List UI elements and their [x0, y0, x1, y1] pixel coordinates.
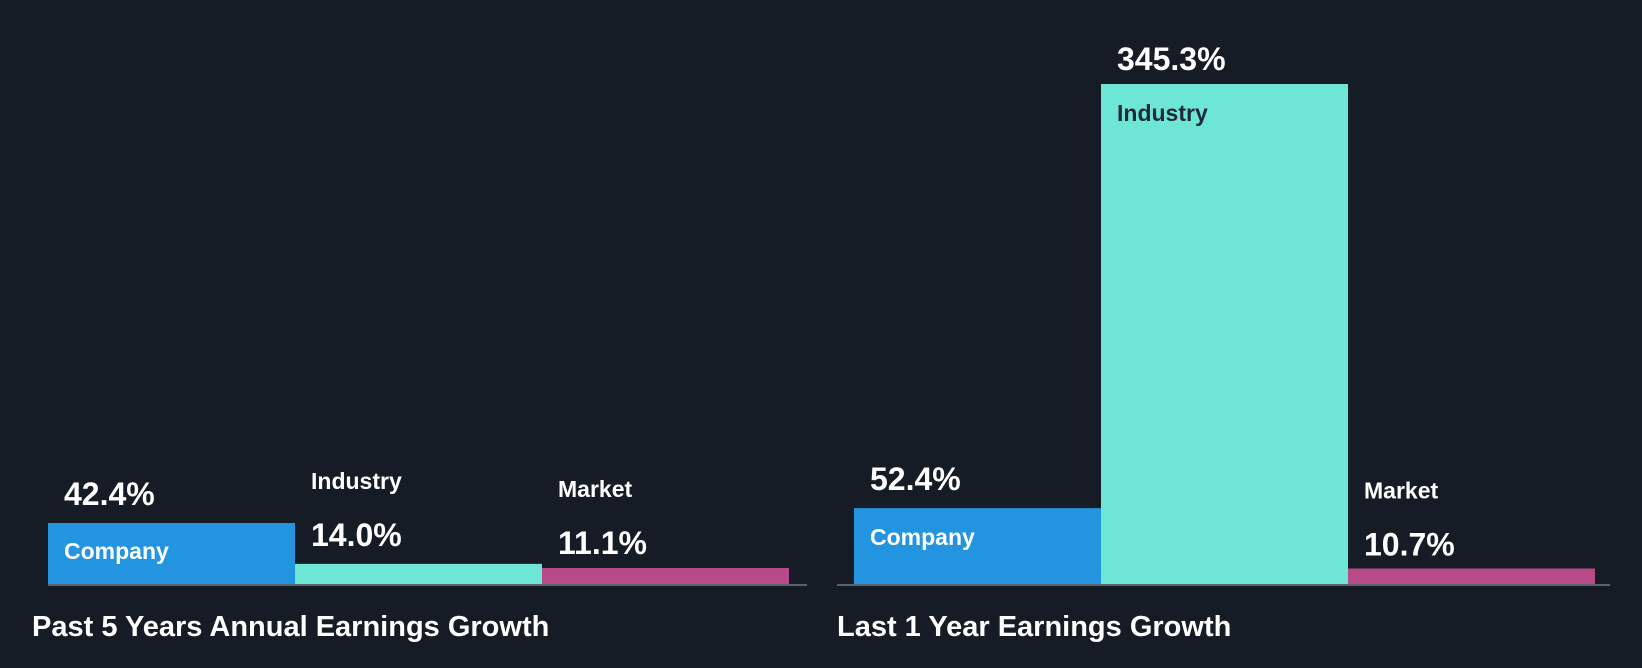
bar-company	[48, 523, 295, 584]
panel-last-1-year: 52.4% Company 345.3% Industry Market 10.…	[837, 41, 1610, 643]
bar-market	[1348, 568, 1595, 584]
value-label-company: 42.4%	[64, 476, 155, 512]
category-label-industry: Industry	[1117, 100, 1208, 126]
value-label-industry: 345.3%	[1117, 41, 1226, 77]
panel-title: Past 5 Years Annual Earnings Growth	[32, 611, 549, 643]
value-label-industry: 14.0%	[311, 517, 402, 553]
panel-title: Last 1 Year Earnings Growth	[837, 611, 1231, 643]
bar-industry	[295, 563, 542, 584]
category-label-market: Market	[1364, 478, 1438, 504]
bar-market	[542, 568, 789, 584]
value-label-market: 11.1%	[558, 525, 647, 561]
bar-industry	[1101, 84, 1348, 584]
category-label-company: Company	[64, 538, 169, 564]
value-label-market: 10.7%	[1364, 527, 1455, 563]
value-label-company: 52.4%	[870, 461, 961, 497]
bar-company	[854, 508, 1101, 584]
panel-past-5-years: 42.4% Company Industry 14.0% Market 11.1…	[32, 468, 807, 643]
category-label-market: Market	[558, 476, 632, 502]
category-label-company: Company	[870, 524, 975, 550]
category-label-industry: Industry	[311, 468, 402, 494]
